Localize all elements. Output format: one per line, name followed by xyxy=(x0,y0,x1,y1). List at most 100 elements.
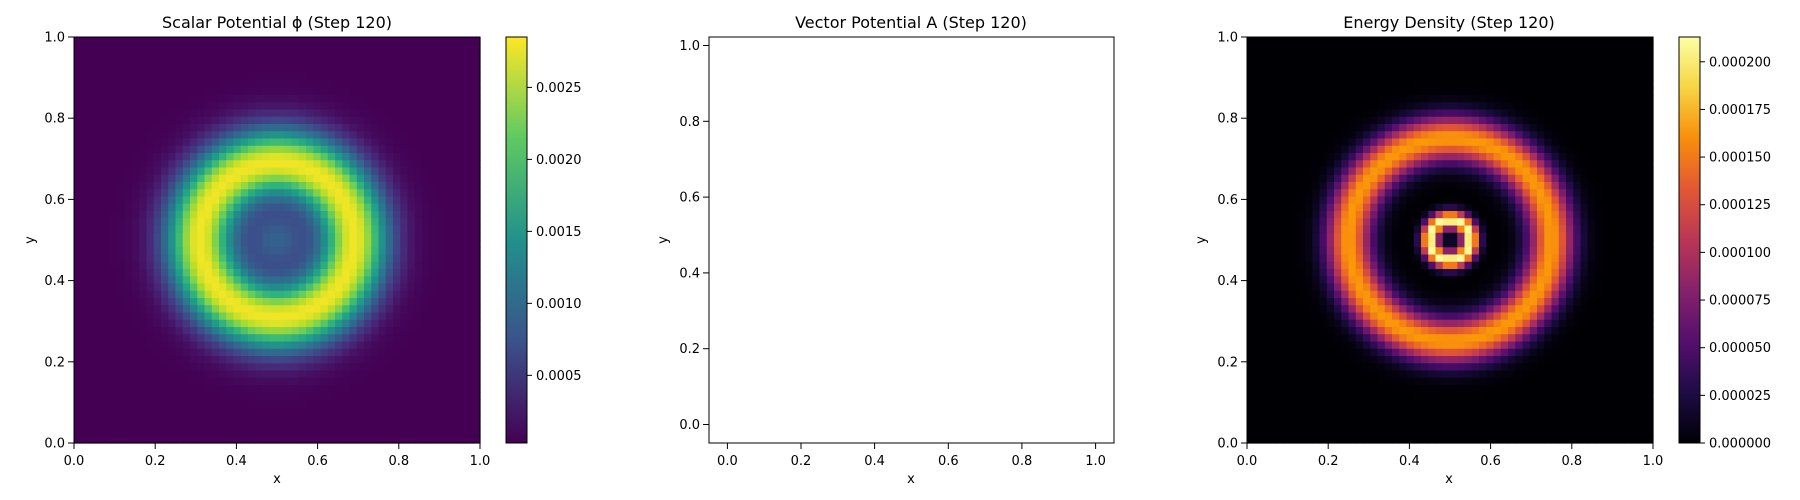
heatmap-cell xyxy=(139,435,148,444)
heatmap-cell xyxy=(385,385,394,393)
heatmap-cell xyxy=(1312,87,1321,96)
heatmap-cell xyxy=(356,189,365,198)
heatmap-cell xyxy=(139,414,148,422)
heatmap-cell xyxy=(451,240,459,248)
heatmap-cell xyxy=(1341,254,1350,263)
heatmap-cell xyxy=(1493,102,1502,111)
heatmap-cell xyxy=(429,80,438,89)
heatmap-cell xyxy=(320,211,329,219)
heatmap-cell xyxy=(1283,145,1292,154)
heatmap-cell xyxy=(248,153,256,161)
heatmap-cell xyxy=(429,211,438,219)
heatmap-cell xyxy=(1363,131,1371,140)
heatmap-cell xyxy=(465,167,474,176)
heatmap-cell xyxy=(385,58,394,67)
heatmap-cell xyxy=(342,392,351,401)
heatmap-cell xyxy=(233,428,242,437)
heatmap-cell xyxy=(146,385,155,393)
heatmap-cell xyxy=(1486,182,1495,190)
heatmap-cell xyxy=(1268,109,1277,118)
heatmap-cell xyxy=(269,51,278,60)
heatmap-cell xyxy=(74,435,82,444)
heatmap-cell xyxy=(233,131,242,140)
heatmap-cell xyxy=(385,131,394,140)
heatmap-cell xyxy=(153,327,162,335)
heatmap-cell xyxy=(1493,247,1502,256)
heatmap-cell xyxy=(429,167,438,176)
heatmap-cell xyxy=(110,276,119,285)
heatmap-cell xyxy=(226,124,235,132)
heatmap-cell xyxy=(465,44,474,53)
heatmap-cell xyxy=(1529,44,1538,53)
heatmap-cell xyxy=(1247,261,1255,270)
heatmap-cell xyxy=(385,247,394,256)
heatmap-cell xyxy=(1254,247,1263,256)
heatmap-cell xyxy=(1602,73,1611,82)
x-tick-1.0: 1.0 xyxy=(1085,443,1106,469)
heatmap-cell xyxy=(262,435,271,444)
heatmap-cell xyxy=(1334,240,1342,248)
heatmap-cell xyxy=(1450,80,1458,89)
heatmap-cell xyxy=(407,66,416,74)
heatmap-cell xyxy=(197,116,206,125)
heatmap-cell xyxy=(1290,247,1299,256)
heatmap-cell xyxy=(371,392,380,401)
heatmap-cell xyxy=(1457,225,1466,234)
heatmap-cell xyxy=(182,290,191,299)
heatmap-cell xyxy=(161,66,169,74)
heatmap-cell xyxy=(443,276,452,285)
heatmap-cell xyxy=(400,73,409,82)
heatmap-cell xyxy=(124,44,133,53)
heatmap-cell xyxy=(110,124,119,132)
heatmap-cell xyxy=(1276,109,1284,118)
heatmap-cell xyxy=(117,182,126,190)
heatmap-cell xyxy=(139,290,148,299)
heatmap-cell xyxy=(349,261,358,270)
heatmap-cell xyxy=(1421,247,1429,256)
heatmap-cell xyxy=(124,348,133,357)
heatmap-cell xyxy=(1551,232,1560,241)
heatmap-cell xyxy=(226,240,235,248)
heatmap-cell xyxy=(110,87,119,96)
heatmap-cell xyxy=(436,385,445,393)
x-tick-0.6: 0.6 xyxy=(307,443,328,469)
heatmap-cell xyxy=(139,87,148,96)
heatmap-cell xyxy=(190,421,198,430)
heatmap-cell xyxy=(465,421,474,430)
heatmap-cell xyxy=(190,363,198,372)
heatmap-cell xyxy=(1450,174,1458,183)
heatmap-cell xyxy=(103,203,111,212)
heatmap-cell xyxy=(175,240,184,248)
heatmap-cell xyxy=(211,102,220,111)
heatmap-cell xyxy=(385,435,394,444)
heatmap-cell xyxy=(1421,37,1429,45)
heatmap-cell xyxy=(182,254,191,263)
heatmap-cell xyxy=(1479,232,1487,241)
heatmap-cell xyxy=(95,138,104,147)
heatmap-cell xyxy=(153,370,162,379)
heatmap-cell xyxy=(226,247,235,256)
heatmap-cell xyxy=(1312,174,1321,183)
heatmap-cell xyxy=(429,73,438,82)
heatmap-cell xyxy=(335,211,343,219)
heatmap-cell xyxy=(1305,116,1313,125)
heatmap-cell xyxy=(1377,87,1386,96)
heatmap-cell xyxy=(306,290,314,299)
heatmap-cell xyxy=(327,131,336,140)
heatmap-cell xyxy=(1355,124,1364,132)
heatmap-cell xyxy=(335,153,343,161)
heatmap-cell xyxy=(88,124,97,132)
heatmap-cell xyxy=(1522,218,1531,227)
heatmap-cell xyxy=(1558,95,1567,103)
heatmap-cell xyxy=(306,406,314,415)
heatmap-cell xyxy=(298,305,307,314)
heatmap-cell xyxy=(378,290,387,299)
heatmap-cell xyxy=(371,124,380,132)
heatmap-cell xyxy=(1631,196,1640,205)
heatmap-cell xyxy=(291,174,300,183)
heatmap-cell xyxy=(95,37,104,45)
heatmap-cell xyxy=(95,160,104,169)
heatmap-cell xyxy=(204,131,213,140)
colorbar-tick: 0.0005 xyxy=(527,369,582,384)
heatmap-cell xyxy=(88,327,97,335)
